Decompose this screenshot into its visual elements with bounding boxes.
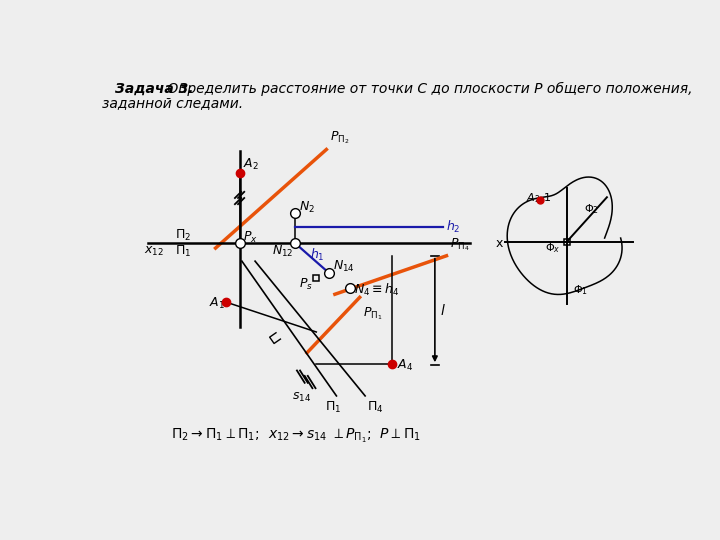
Text: $N_4{\equiv}h_4$: $N_4{\equiv}h_4$ bbox=[354, 281, 399, 298]
Text: $N_2$: $N_2$ bbox=[300, 200, 315, 215]
Text: $\Phi_1$: $\Phi_1$ bbox=[573, 283, 588, 296]
Text: $A_2$: $A_2$ bbox=[526, 191, 540, 205]
Text: $h_1$: $h_1$ bbox=[310, 247, 325, 263]
Text: $\Phi_x$: $\Phi_x$ bbox=[545, 241, 560, 255]
Text: $P_s$: $P_s$ bbox=[300, 276, 313, 292]
Text: x: x bbox=[495, 237, 503, 250]
Text: $x_{12}$: $x_{12}$ bbox=[144, 245, 164, 258]
Text: $P_{\Pi_4}$: $P_{\Pi_4}$ bbox=[449, 236, 469, 253]
Text: $A_2$: $A_2$ bbox=[243, 157, 259, 172]
Text: 1: 1 bbox=[544, 193, 551, 203]
Text: $\Pi_1$: $\Pi_1$ bbox=[325, 400, 341, 415]
Bar bbox=[313, 275, 320, 281]
Text: $\Pi_2$: $\Pi_2$ bbox=[175, 228, 192, 244]
Text: $A_4$: $A_4$ bbox=[397, 359, 413, 374]
Bar bbox=[564, 239, 570, 245]
Text: $\Pi_2 \to \Pi_1 \perp \Pi_1$;  $x_{12} \to s_{14}\ \perp P_{\Pi_1}$;  $P \perp : $\Pi_2 \to \Pi_1 \perp \Pi_1$; $x_{12} \… bbox=[171, 427, 421, 445]
Text: $\Phi_2$: $\Phi_2$ bbox=[584, 202, 598, 217]
Text: $P_{\Pi_2}$: $P_{\Pi_2}$ bbox=[330, 129, 350, 146]
Text: Определить расстояние от точки С до плоскости Р общего положения,: Определить расстояние от точки С до плос… bbox=[163, 82, 693, 96]
Text: заданной следами.: заданной следами. bbox=[102, 96, 243, 110]
Text: $N_{14}$: $N_{14}$ bbox=[333, 259, 354, 274]
Text: $s_{14}$: $s_{14}$ bbox=[292, 392, 310, 404]
Text: $P_{\Pi_1}$: $P_{\Pi_1}$ bbox=[363, 305, 382, 322]
Text: Задача 3.: Задача 3. bbox=[114, 82, 193, 96]
Text: $\Pi_1$: $\Pi_1$ bbox=[175, 244, 192, 259]
Text: $N_{12}$: $N_{12}$ bbox=[272, 244, 294, 259]
Text: $l$: $l$ bbox=[439, 303, 445, 318]
Text: $A_1$: $A_1$ bbox=[209, 296, 225, 311]
Text: $h_2$: $h_2$ bbox=[446, 219, 461, 234]
Text: $\Pi_4$: $\Pi_4$ bbox=[366, 400, 383, 415]
Text: $P_x$: $P_x$ bbox=[243, 230, 258, 245]
